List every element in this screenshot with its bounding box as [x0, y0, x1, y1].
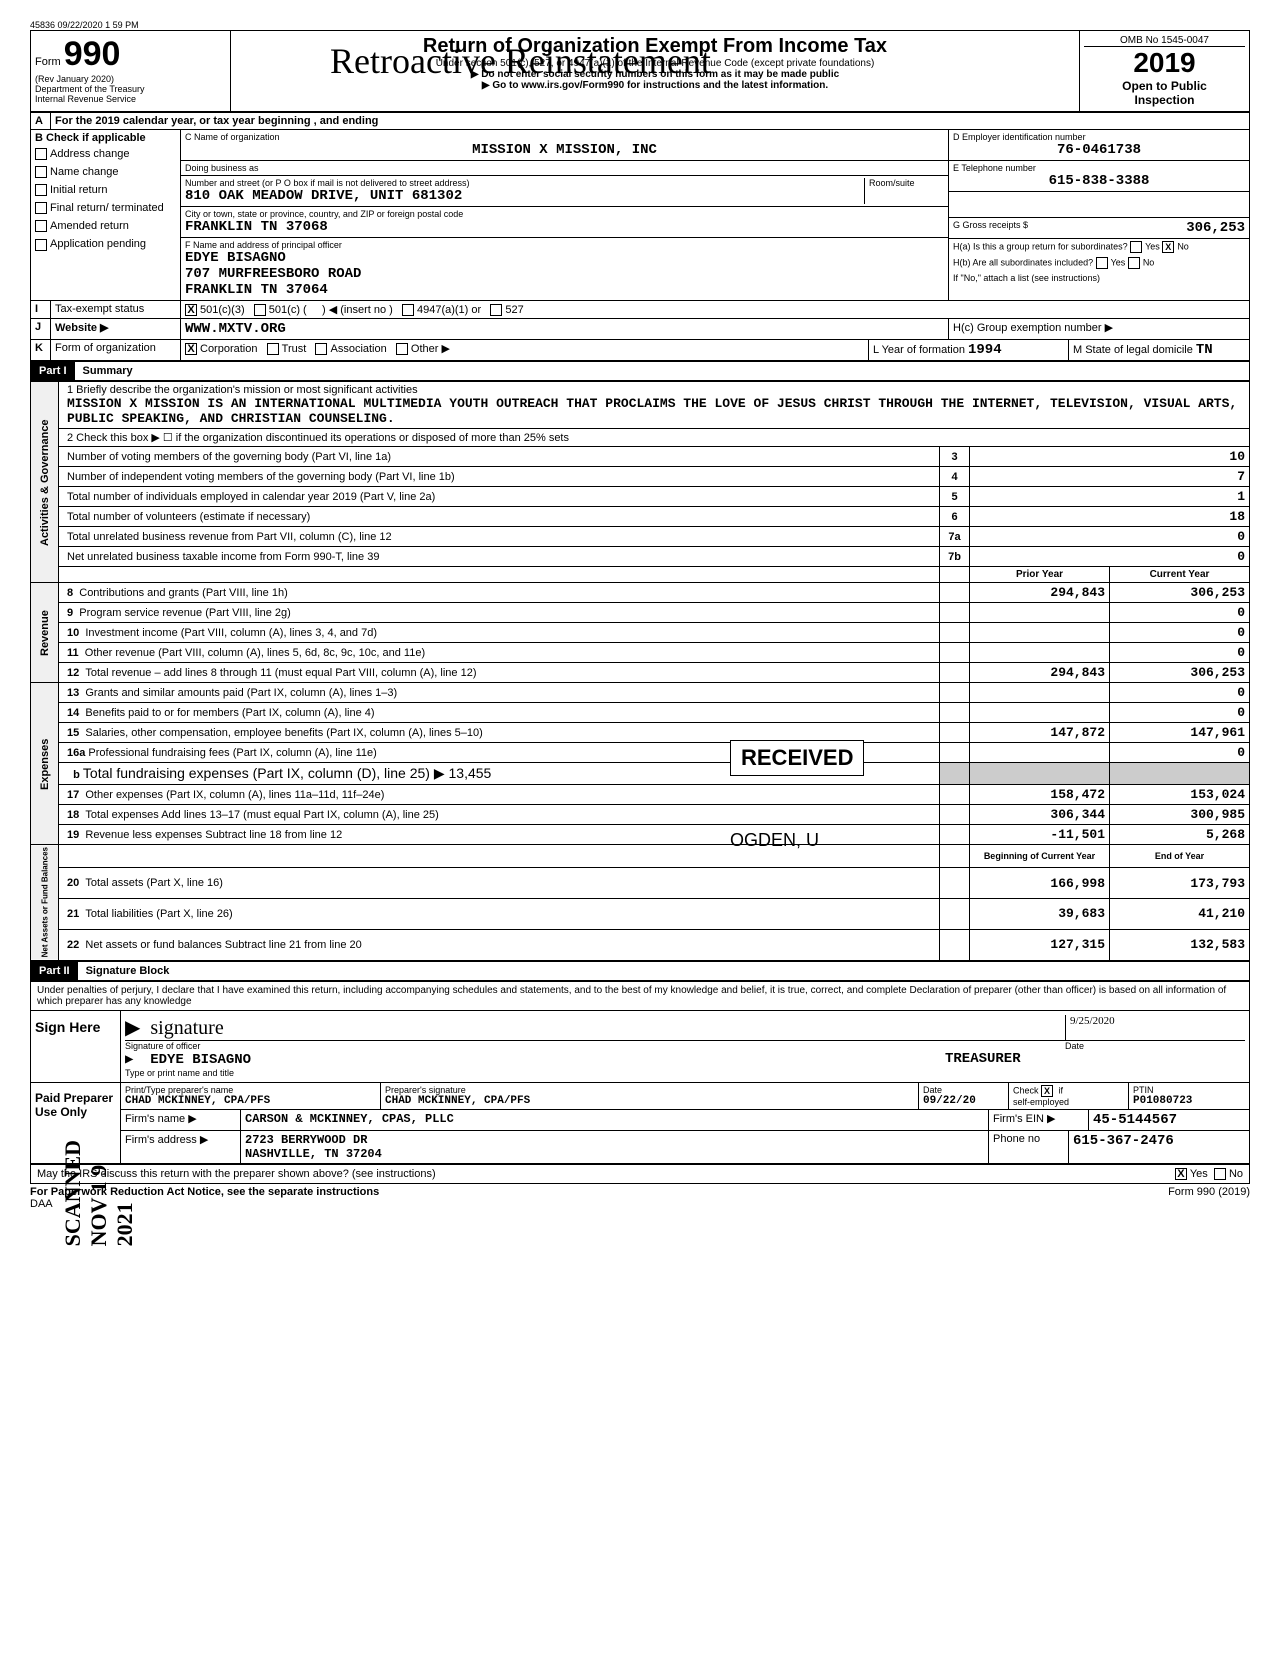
open-public: Open to Public: [1084, 79, 1245, 93]
part1-header: Part I: [31, 362, 75, 380]
handwritten-title: Retroactive Reinstatement: [330, 40, 711, 82]
officer-name: EDYE BISAGNO: [185, 250, 944, 266]
omb-number: OMB No 1545-0047: [1084, 35, 1245, 47]
org-name: MISSION X MISSION, INC: [185, 142, 944, 158]
ogden-stamp: OGDEN, U: [730, 830, 819, 851]
sign-here: Sign Here: [31, 1011, 121, 1082]
tax-year: 2019: [1084, 47, 1245, 79]
received-stamp: RECEIVED: [730, 740, 864, 776]
line-a: For the 2019 calendar year, or tax year …: [51, 113, 1249, 129]
dba-label: Doing business as: [181, 161, 948, 176]
summary-table: Activities & Governance 1 Briefly descri…: [30, 381, 1250, 960]
room-label: Room/suite: [864, 178, 944, 204]
timestamp: 45836 09/22/2020 1 59 PM: [30, 20, 1250, 30]
perjury: Under penalties of perjury, I declare th…: [31, 982, 1249, 1011]
city-label: City or town, state or province, country…: [185, 209, 944, 219]
part2-title: Signature Block: [78, 965, 170, 977]
city-state-zip: FRANKLIN TN 37068: [185, 219, 944, 235]
form-label: Form: [35, 56, 61, 68]
inspection: Inspection: [1084, 93, 1245, 107]
gross-receipts: 306,253: [1186, 220, 1245, 236]
section-g-label: G Gross receipts $: [953, 220, 1186, 236]
officer-addr: 707 MURFREESBORO ROAD: [185, 266, 944, 282]
section-e-label: E Telephone number: [953, 163, 1245, 173]
section-c-label: C Name of organization: [185, 132, 944, 142]
website: WWW.MXTV.ORG: [181, 319, 949, 339]
scanned-stamp: SCANNED NOV 1 9 2021: [60, 1140, 138, 1246]
part2-header: Part II: [31, 962, 78, 980]
addr-label: Number and street (or P O box if mail is…: [185, 178, 864, 188]
section-b: B Check if applicable Address change Nam…: [31, 130, 181, 300]
dept: Department of the Treasury: [35, 84, 226, 94]
irs: Internal Revenue Service: [35, 94, 226, 104]
address: 810 OAK MEADOW DRIVE, UNIT 681302: [185, 188, 864, 204]
form-number: 990: [64, 35, 121, 73]
section-f-label: F Name and address of principal officer: [185, 240, 944, 250]
rev-date: (Rev January 2020): [35, 74, 226, 84]
line-a-marker: A: [31, 113, 51, 129]
section-d-label: D Employer identification number: [953, 132, 1245, 142]
ein: 76-0461738: [953, 142, 1245, 158]
phone: 615-838-3388: [953, 173, 1245, 189]
officer-city: FRANKLIN TN 37064: [185, 282, 944, 298]
part1-title: Summary: [75, 365, 133, 377]
